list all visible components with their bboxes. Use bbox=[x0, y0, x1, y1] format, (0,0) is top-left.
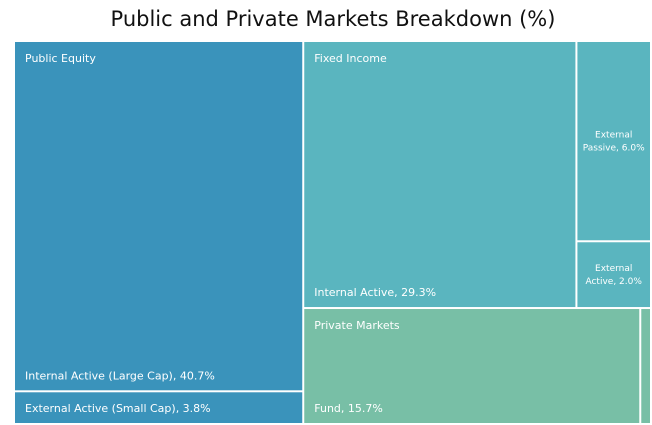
group-label: Private Markets bbox=[314, 319, 400, 332]
tile bbox=[304, 42, 576, 308]
group-label: Fixed Income bbox=[314, 52, 387, 65]
tile-label: External Passive, 6.0% bbox=[583, 131, 645, 154]
tile bbox=[304, 309, 640, 423]
tile-label: External Active (Small Cap), 3.8% bbox=[25, 402, 211, 415]
tile bbox=[641, 309, 650, 423]
tile-label: External Active, 2.0% bbox=[585, 264, 642, 287]
tile-label: Fund, 15.7% bbox=[314, 402, 383, 415]
tile-label-line: External bbox=[595, 131, 632, 141]
tile-label-line: External bbox=[595, 264, 632, 274]
tile bbox=[577, 42, 650, 241]
tile bbox=[577, 242, 650, 308]
tile bbox=[15, 42, 303, 391]
tile-label: Internal Active, 29.3% bbox=[314, 286, 436, 299]
tile-label-line: Active, 2.0% bbox=[585, 277, 642, 287]
tile bbox=[15, 392, 303, 423]
tile-label-line: Passive, 6.0% bbox=[583, 144, 645, 154]
chart-title: Public and Private Markets Breakdown (%) bbox=[111, 7, 556, 31]
tile-label: Internal Active (Large Cap), 40.7% bbox=[25, 369, 215, 382]
group-label: Public Equity bbox=[25, 52, 96, 65]
